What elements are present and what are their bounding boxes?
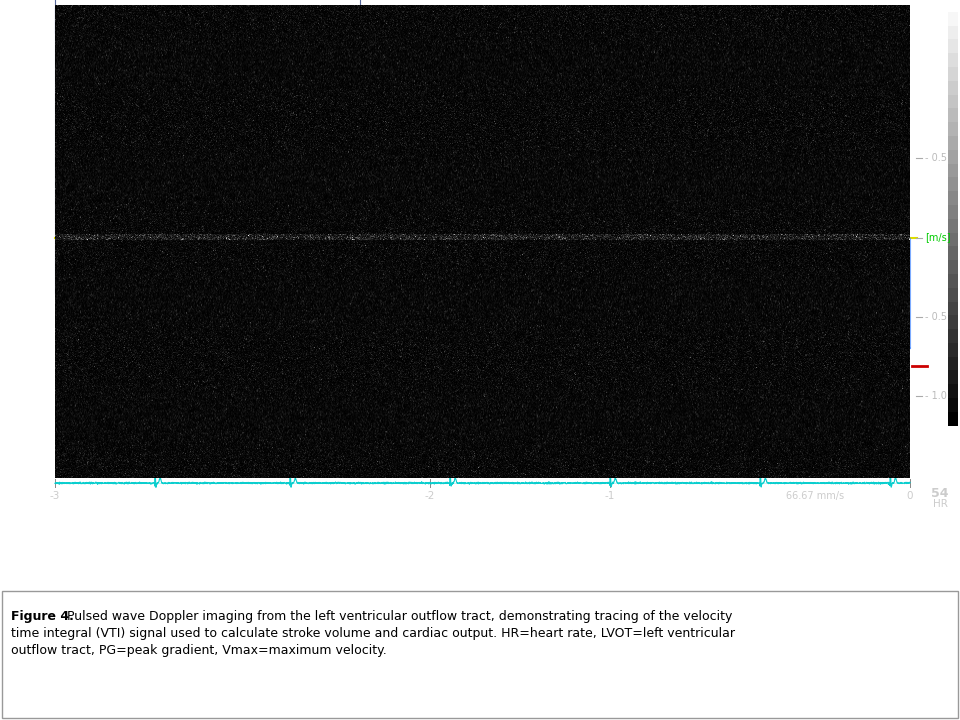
Text: HR: HR	[932, 499, 948, 509]
Text: 60.45 BPM: 60.45 BPM	[296, 191, 356, 201]
Bar	[948, 384, 958, 398]
Bar	[948, 67, 958, 81]
Text: 1.11 mmHg: 1.11 mmHg	[296, 235, 356, 245]
Bar	[948, 150, 958, 163]
Circle shape	[58, 12, 74, 28]
Bar	[948, 233, 958, 246]
Bar	[948, 302, 958, 315]
Text: Pulsed wave Doppler imaging from the left ventricular outflow tract, demonstrati: Pulsed wave Doppler imaging from the lef…	[63, 610, 732, 623]
Text: 54: 54	[931, 487, 948, 500]
Text: 66.67 mm/s: 66.67 mm/s	[786, 491, 844, 501]
Text: 15: 15	[490, 94, 503, 104]
Bar	[948, 94, 958, 109]
Text: 14.3 cm: 14.3 cm	[309, 82, 356, 92]
Bar	[55, 32, 360, 120]
Bar	[948, 109, 958, 122]
Bar	[948, 315, 958, 329]
Bar	[948, 177, 958, 192]
Bar	[55, 0, 360, 294]
Text: -3: -3	[50, 491, 60, 501]
Bar	[948, 163, 958, 177]
Bar	[948, 260, 958, 274]
Text: 1: 1	[62, 37, 71, 50]
Text: 62.91 BPM: 62.91 BPM	[296, 104, 356, 114]
Text: 1.24 mmHg: 1.24 mmHg	[296, 148, 356, 158]
Bar	[948, 274, 958, 288]
Text: 0.73 m/s: 0.73 m/s	[302, 213, 356, 222]
Bar	[948, 12, 958, 26]
Text: time integral (VTI) signal used to calculate stroke volume and cardiac output. H: time integral (VTI) signal used to calcu…	[11, 627, 735, 640]
Text: LVOT meanPG: LVOT meanPG	[77, 60, 152, 71]
Bar	[948, 246, 958, 260]
Text: LVOT VTI: LVOT VTI	[77, 256, 131, 266]
Text: HR: HR	[77, 278, 90, 288]
Bar	[948, 40, 958, 53]
Text: outflow tract, PG=peak gradient, Vmax=maximum velocity.: outflow tract, PG=peak gradient, Vmax=ma…	[11, 644, 387, 657]
Text: LVOT Vmax: LVOT Vmax	[77, 39, 137, 48]
Text: 2: 2	[616, 133, 624, 143]
Bar	[55, 207, 360, 294]
Text: 0: 0	[907, 491, 913, 501]
Text: -2: -2	[425, 491, 435, 501]
Bar	[948, 329, 958, 343]
Text: - 0.5: - 0.5	[925, 312, 947, 322]
Text: - 1.0: - 1.0	[925, 391, 947, 401]
Bar	[948, 192, 958, 205]
Bar	[948, 26, 958, 40]
Text: V: V	[524, 4, 536, 19]
Bar	[55, 8, 360, 32]
Bar	[948, 343, 958, 356]
Text: LVOT Vmax: LVOT Vmax	[77, 213, 137, 222]
Text: Figure 4.: Figure 4.	[11, 610, 74, 623]
Bar	[948, 122, 958, 136]
Text: 5: 5	[496, 30, 503, 40]
Text: [m/s]: [m/s]	[925, 233, 950, 243]
Text: LVOT meanPG: LVOT meanPG	[77, 148, 152, 158]
Text: LVOT VTI: LVOT VTI	[77, 169, 131, 179]
Text: 14.7 cm: 14.7 cm	[309, 256, 356, 266]
Bar	[948, 53, 958, 67]
Bar	[948, 81, 958, 94]
Text: 3: 3	[62, 211, 71, 224]
Text: 1.06 mmHg: 1.06 mmHg	[296, 60, 356, 71]
Bar	[948, 398, 958, 412]
Text: 2: 2	[62, 124, 71, 138]
Bar	[948, 356, 958, 371]
Text: 0.76 m/s: 0.76 m/s	[302, 126, 356, 135]
Bar	[948, 205, 958, 219]
Text: 10: 10	[490, 59, 503, 69]
Text: HR: HR	[77, 191, 90, 201]
Text: - 0.5: - 0.5	[925, 153, 947, 163]
Text: PW: PW	[81, 15, 93, 25]
Text: B: B	[426, 133, 434, 143]
Text: 0.68 m/s: 0.68 m/s	[302, 39, 356, 48]
Bar	[948, 288, 958, 302]
Text: 60.11 BPM: 60.11 BPM	[296, 278, 356, 288]
Bar	[948, 412, 958, 426]
Text: LVOT Vmax: LVOT Vmax	[77, 126, 137, 135]
Text: 15.2 cm: 15.2 cm	[309, 169, 356, 179]
Bar	[370, 5, 660, 124]
Bar	[948, 219, 958, 233]
Bar	[55, 120, 360, 207]
Text: LVOT meanPG: LVOT meanPG	[77, 235, 152, 245]
Text: LVOT VTI: LVOT VTI	[77, 82, 131, 92]
Text: HR: HR	[77, 104, 90, 114]
Text: -1: -1	[605, 491, 615, 501]
Bar	[948, 136, 958, 150]
Bar	[948, 371, 958, 384]
